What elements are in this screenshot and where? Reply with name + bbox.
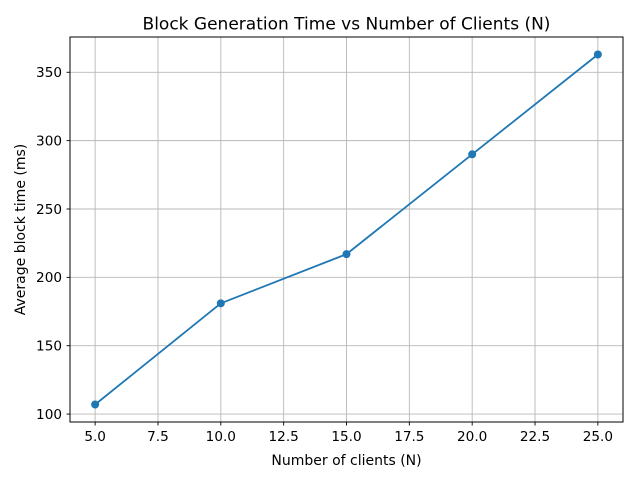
tick-layer: 5.0 7.5 10.0 12.5 15.0 17.5 20.0 22.5 25.0 100 150…: [36, 65, 613, 445]
x-tick-label: 17.5: [394, 429, 424, 445]
y-axis-label: Average block time (ms): [13, 144, 29, 315]
x-tick-label: 20.0: [457, 429, 487, 445]
x-tick-label: 15.0: [331, 429, 361, 445]
plot-border: [69, 36, 624, 423]
x-tick-label: 22.5: [520, 429, 550, 445]
data-point-marker: [342, 250, 351, 259]
x-axis-label: Number of clients (N): [271, 453, 421, 469]
data-point-marker: [468, 150, 477, 159]
x-tick-label: 12.5: [269, 429, 299, 445]
data-point-marker: [593, 50, 602, 59]
x-tick-label: 10.0: [206, 429, 236, 445]
x-tick-label: 7.5: [147, 429, 169, 445]
y-tick-label: 200: [36, 270, 62, 286]
chart-title: Block Generation Time vs Number of Clien…: [143, 15, 551, 35]
spine-layer: [69, 36, 624, 423]
grid-layer: [70, 37, 623, 422]
data-point-marker: [91, 400, 100, 409]
x-tick-label: 25.0: [583, 429, 613, 445]
series-layer: [91, 50, 602, 409]
y-tick-label: 250: [36, 202, 62, 218]
y-tick-label: 350: [36, 65, 62, 81]
x-tick-label: 5.0: [84, 429, 106, 445]
y-tick-label: 100: [36, 407, 62, 423]
data-point-marker: [216, 299, 225, 308]
y-tick-label: 150: [36, 339, 62, 355]
y-tick-label: 300: [36, 133, 62, 149]
